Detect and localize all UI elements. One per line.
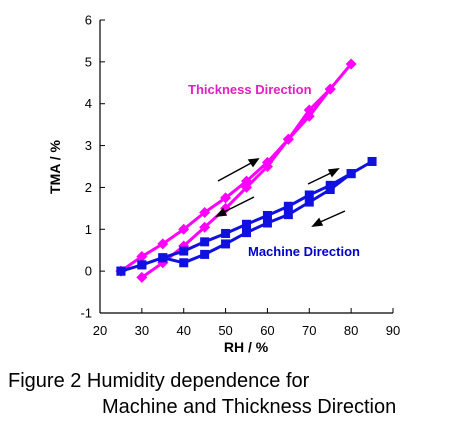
y-axis-label: TMA / %: [47, 139, 63, 193]
y-axis-ticks: -1 0 1 2 3 4 5 6: [80, 13, 105, 321]
x-axis-ticks: 20 30 40 50 60 70 80 90: [93, 308, 400, 338]
data-point-machine: [137, 260, 147, 270]
y-tick-label: 1: [85, 222, 92, 237]
plot-frame: [99, 20, 393, 314]
series-machine: [116, 156, 377, 276]
tma-vs-rh-chart: -1 0 1 2 3 4 5 6 20 30 40 50 60 70 80 90 TMA / % RH / …: [47, 13, 400, 356]
data-point-thickness: [199, 207, 211, 219]
data-point-thickness: [241, 181, 252, 193]
x-tick-label: 90: [386, 323, 400, 338]
y-tick-label: 6: [85, 13, 92, 28]
x-tick-label: 70: [302, 323, 316, 338]
series-label-thickness: Thickness Direction: [188, 82, 312, 97]
data-point-thickness: [136, 250, 148, 262]
series-line-thickness: [120, 62, 353, 279]
data-point-machine: [262, 210, 272, 220]
x-tick-label: 20: [93, 323, 107, 338]
data-point-machine: [304, 197, 314, 207]
data-point-thickness: [303, 110, 315, 122]
data-point-thickness: [220, 192, 232, 204]
y-tick-label: -1: [80, 306, 92, 321]
data-point-machine: [200, 249, 210, 259]
data-point-thickness: [261, 161, 273, 172]
figure-caption: Figure 2 Humidity dependence for Machine…: [8, 368, 453, 420]
x-axis-label: RH / %: [224, 339, 269, 355]
data-point-thickness: [345, 58, 357, 70]
x-tick-label: 60: [260, 323, 274, 338]
x-tick-label: 40: [176, 323, 190, 338]
data-point-machine: [116, 266, 126, 276]
data-point-thickness: [178, 223, 190, 235]
caption-line-2: Machine and Thickness Direction: [102, 396, 397, 418]
series-label-machine: Machine Direction: [248, 244, 360, 259]
data-point-thickness: [282, 133, 294, 145]
data-point-machine: [221, 239, 231, 249]
y-tick-label: 0: [85, 264, 92, 279]
data-point-machine: [179, 258, 189, 268]
data-point-machine: [304, 190, 314, 200]
data-point-machine: [242, 228, 251, 238]
data-point-machine: [325, 185, 335, 195]
data-point-machine: [179, 246, 189, 256]
direction-arrows: [215, 158, 346, 227]
data-point-machine: [221, 228, 231, 238]
y-tick-label: 5: [85, 54, 92, 69]
data-point-machine: [200, 237, 210, 247]
data-point-thickness: [157, 238, 169, 250]
data-point-thickness: [199, 221, 211, 233]
data-point-thickness: [303, 104, 315, 116]
series-layer: [115, 58, 377, 283]
data-point-machine: [242, 219, 251, 229]
data-point-machine: [283, 201, 293, 211]
y-tick-label: 3: [85, 138, 92, 153]
data-point-machine: [262, 218, 272, 228]
x-tick-label: 50: [218, 323, 232, 338]
x-tick-label: 80: [344, 323, 358, 338]
arrow-decreasing-thickness: [215, 196, 255, 217]
y-tick-label: 2: [85, 180, 92, 195]
caption-line-1: Figure 2 Humidity dependence for: [8, 370, 310, 392]
data-point-thickness: [324, 83, 336, 95]
data-point-machine: [346, 169, 356, 179]
series-thickness: [115, 58, 357, 283]
data-point-thickness: [241, 175, 252, 187]
y-tick-label: 4: [85, 96, 92, 111]
data-point-thickness: [136, 271, 148, 283]
arrow-decreasing-machine: [311, 210, 346, 227]
data-point-machine: [283, 210, 293, 220]
data-point-machine: [367, 156, 377, 166]
data-point-machine: [158, 253, 168, 263]
x-tick-label: 30: [135, 323, 149, 338]
arrow-increasing-machine: [307, 168, 340, 185]
arrow-increasing-thickness: [217, 158, 260, 182]
